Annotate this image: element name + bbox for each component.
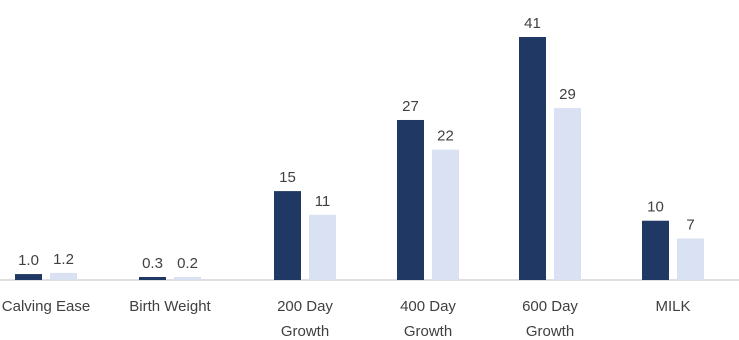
x-tick-label-cat-2: Birth Weight [129,298,211,315]
bars-layer [15,37,704,280]
x-tick-label-cat-3-line-2: Growth [281,323,329,340]
bar-series-1-cat-1 [15,274,42,280]
bar-series-2-cat-5 [554,108,581,280]
bar-series-2-cat-6 [677,238,704,280]
data-label-series-2-cat-6: 7 [686,217,694,234]
data-label-series-1-cat-4: 27 [402,98,419,115]
data-label-series-2-cat-5: 29 [559,86,576,103]
data-label-series-1-cat-5: 41 [524,15,541,32]
data-label-series-2-cat-1: 1.2 [53,251,74,268]
x-tick-label-cat-4-line-2: Growth [404,323,452,340]
bar-series-2-cat-4 [432,149,459,280]
x-tick-label-cat-5-line-1: 600 Day [522,298,578,315]
x-tick-label-cat-6: MILK [655,298,690,315]
bar-series-1-cat-2 [139,277,166,280]
data-label-series-1-cat-6: 10 [647,199,664,216]
bar-series-1-cat-6 [642,220,669,280]
data-label-series-2-cat-3: 11 [315,193,331,210]
x-tick-label-cat-4-line-1: 400 Day [400,298,456,315]
bar-series-2-cat-3 [309,214,336,280]
bar-series-1-cat-5 [519,37,546,280]
x-tick-label-cat-1: Calving Ease [2,298,90,315]
data-label-series-2-cat-2: 0.2 [177,255,198,272]
x-tick-labels-layer: Calving Ease Birth Weight 200 Day Growth 400… [2,298,691,340]
data-label-series-1-cat-3: 15 [279,169,296,186]
bar-series-2-cat-1 [50,272,77,280]
data-labels-layer: 1.0 1.2 0.3 0.2 15 11 27 22 41 29 10 7 [18,15,695,272]
bar-series-1-cat-4 [397,119,424,280]
data-label-series-2-cat-4: 22 [437,128,454,145]
data-label-series-1-cat-1: 1.0 [18,252,39,269]
bar-series-1-cat-3 [274,191,301,280]
x-tick-label-cat-3-line-1: 200 Day [277,298,333,315]
x-tick-label-cat-5-line-2: Growth [526,323,574,340]
bar-series-2-cat-2 [174,277,201,280]
data-label-series-1-cat-2: 0.3 [142,255,163,272]
